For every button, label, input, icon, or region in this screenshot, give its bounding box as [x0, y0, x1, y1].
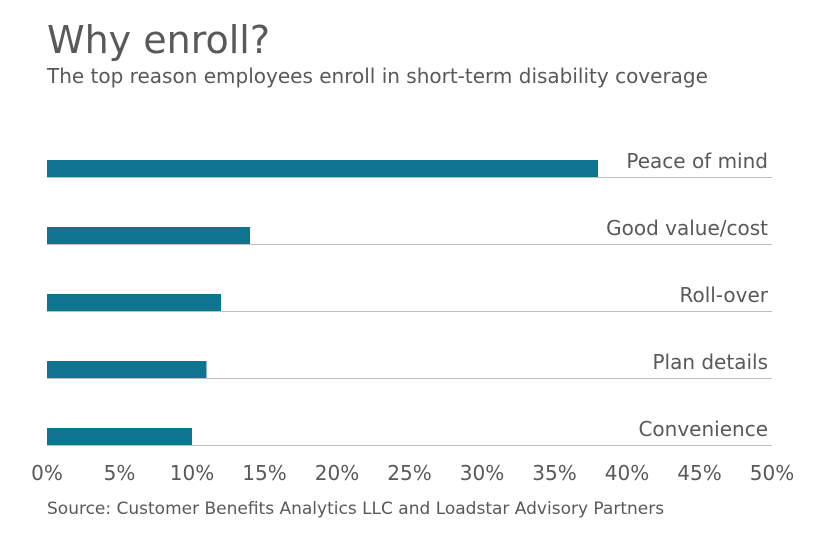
bar-peace-of-mind — [47, 160, 598, 177]
x-tick-label: 0% — [31, 461, 63, 485]
bar-convenience — [47, 428, 192, 445]
bar-plan-details — [47, 361, 207, 378]
x-tick-label: 40% — [605, 461, 649, 485]
category-label-peace-of-mind: Peace of mind — [626, 149, 768, 173]
bar-roll-over — [47, 294, 221, 311]
x-tick-label: 5% — [104, 461, 136, 485]
x-tick-label: 10% — [170, 461, 214, 485]
category-label-convenience: Convenience — [638, 417, 768, 441]
bar-good-value-cost — [47, 227, 250, 244]
x-tick-label: 15% — [242, 461, 286, 485]
x-tick-label: 45% — [677, 461, 721, 485]
x-tick-label: 30% — [460, 461, 504, 485]
category-label-plan-details: Plan details — [652, 350, 768, 374]
category-label-good-value-cost: Good value/cost — [606, 216, 768, 240]
chart-subtitle: The top reason employees enroll in short… — [47, 64, 708, 88]
source-note: Source: Customer Benefits Analytics LLC … — [47, 499, 665, 519]
category-label-roll-over: Roll-over — [679, 283, 768, 307]
chart-title: Why enroll? — [47, 18, 271, 62]
x-tick-label: 35% — [532, 461, 576, 485]
x-tick-label: 20% — [315, 461, 359, 485]
x-tick-label: 25% — [387, 461, 431, 485]
x-tick-label: 50% — [750, 461, 794, 485]
